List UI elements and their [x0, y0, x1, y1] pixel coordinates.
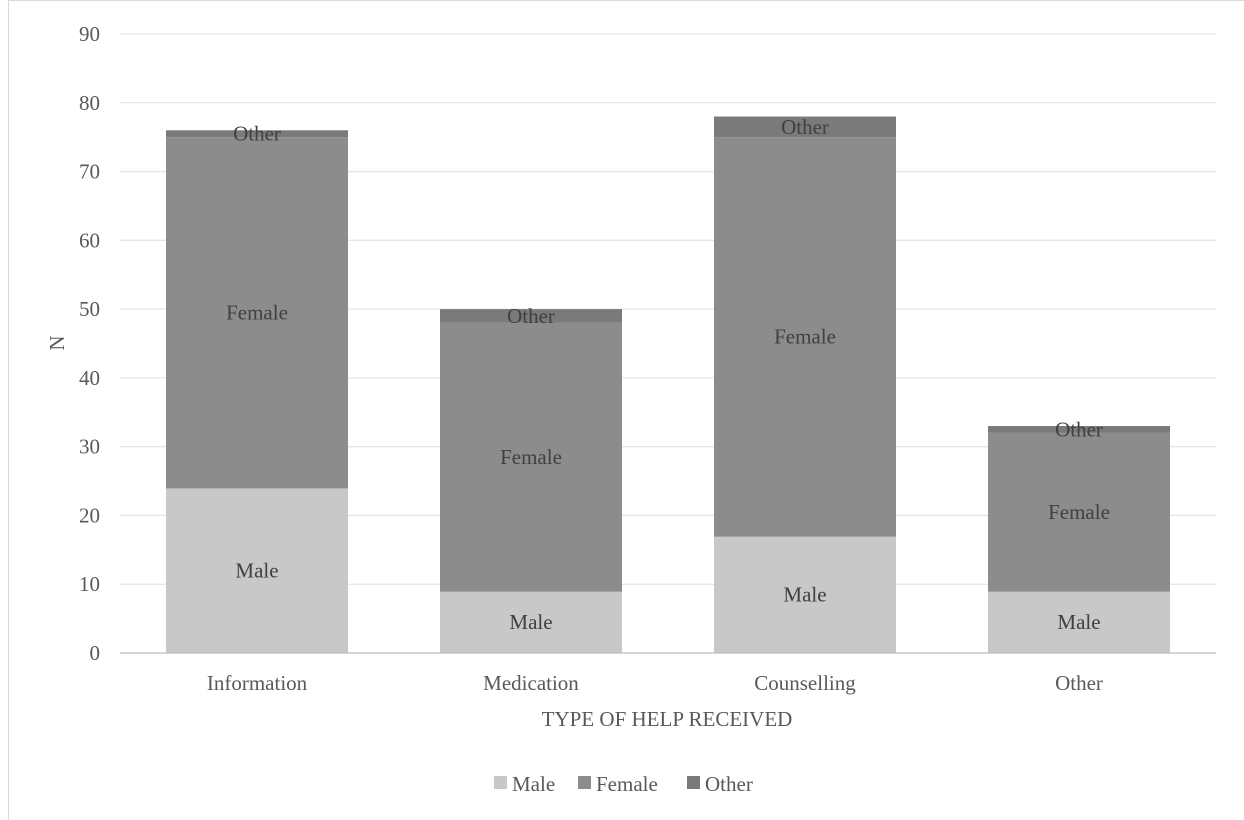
bars	[166, 116, 1170, 653]
legend-swatch-male	[494, 776, 507, 789]
bar-female-other	[988, 432, 1170, 592]
data-label: Female	[500, 445, 562, 469]
x-axis-title: TYPE OF HELP RECEIVED	[542, 707, 793, 731]
x-tick-label: Information	[207, 671, 308, 695]
legend-swatch-other	[687, 776, 700, 789]
x-axis-ticks: Information Medication Counselling Other	[207, 671, 1103, 695]
data-label: Female	[226, 301, 288, 325]
x-tick-label: Other	[1055, 671, 1103, 695]
data-label: Other	[507, 304, 555, 328]
data-label: Male	[783, 583, 826, 607]
y-tick-label: 20	[79, 503, 100, 527]
y-tick-label: 10	[79, 572, 100, 596]
bar-male-counselling	[714, 536, 896, 653]
y-tick-label: 0	[90, 641, 101, 665]
data-label: Male	[235, 558, 278, 582]
bar-male-medication	[440, 591, 622, 653]
bar-female-information	[166, 137, 348, 488]
y-tick-label: 50	[79, 297, 100, 321]
bar-male-information	[166, 487, 348, 653]
data-label: Other	[1055, 417, 1103, 441]
y-tick-label: 70	[79, 160, 100, 184]
x-tick-label: Counselling	[754, 671, 856, 695]
legend-label-female: Female	[596, 772, 658, 796]
data-label: Female	[774, 325, 836, 349]
chart-border	[8, 0, 1244, 820]
legend-label-other: Other	[705, 772, 753, 796]
y-tick-label: 60	[79, 228, 100, 252]
y-tick-label: 30	[79, 435, 100, 459]
y-tick-label: 40	[79, 366, 100, 390]
y-tick-label: 90	[79, 22, 100, 46]
bar-male-other	[988, 591, 1170, 653]
data-label: Other	[233, 122, 281, 146]
bar-female-counselling	[714, 137, 896, 537]
bar-other-information	[166, 130, 348, 138]
legend-label-male: Male	[512, 772, 555, 796]
bar-other-medication	[440, 309, 622, 323]
data-labels: Male Female Other Male Female Other Male Female…	[226, 115, 1110, 634]
data-label: Male	[1057, 610, 1100, 634]
legend: Male Female Other	[494, 772, 753, 796]
gridlines	[120, 33, 1216, 585]
y-axis-title: N	[45, 335, 69, 350]
bar-other-other	[988, 426, 1170, 433]
y-axis-ticks: 0 10 20 30 40 50 60 70 80 90	[79, 22, 100, 665]
bar-other-counselling	[714, 116, 896, 138]
y-tick-label: 80	[79, 91, 100, 115]
x-tick-label: Medication	[483, 671, 579, 695]
data-label: Other	[781, 115, 829, 139]
bar-female-medication	[440, 322, 622, 592]
data-label: Female	[1048, 500, 1110, 524]
legend-swatch-female	[578, 776, 591, 789]
data-label: Male	[509, 610, 552, 634]
